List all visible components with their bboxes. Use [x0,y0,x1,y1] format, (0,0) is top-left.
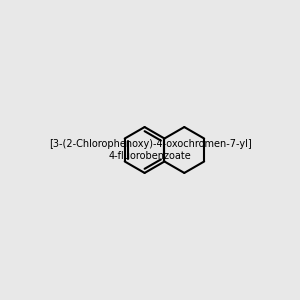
Text: [3-(2-Chlorophenoxy)-4-oxochromen-7-yl]
4-fluorobenzoate: [3-(2-Chlorophenoxy)-4-oxochromen-7-yl] … [49,139,251,161]
